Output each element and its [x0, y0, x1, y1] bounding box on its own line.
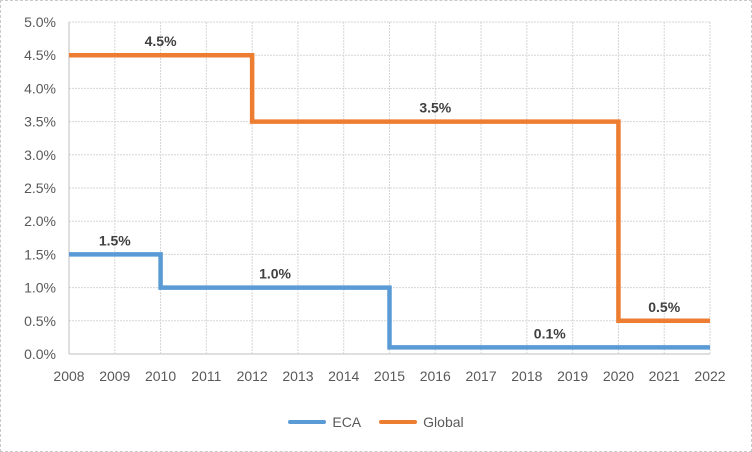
data-label: 0.1% [534, 325, 566, 341]
y-axis-tick-label: 4.0% [24, 80, 56, 96]
data-label: 4.5% [145, 33, 177, 49]
y-axis-tick-label: 5.0% [24, 14, 56, 30]
x-axis-tick-label: 2008 [53, 368, 84, 384]
chart-legend: ECA Global [1, 408, 751, 436]
legend-label: Global [423, 414, 464, 430]
data-label: 3.5% [419, 100, 451, 116]
y-axis-tick-label: 4.5% [24, 47, 56, 63]
data-label: 1.0% [259, 266, 291, 282]
x-axis-tick-label: 2021 [649, 368, 680, 384]
y-axis-tick-label: 2.5% [24, 180, 56, 196]
y-axis-tick-label: 1.5% [24, 246, 56, 262]
x-axis-tick-label: 2012 [237, 368, 268, 384]
x-axis-tick-label: 2009 [99, 368, 130, 384]
x-axis-tick-label: 2015 [374, 368, 405, 384]
x-axis-tick-label: 2019 [557, 368, 588, 384]
x-axis-tick-label: 2020 [603, 368, 634, 384]
legend-line-swatch [288, 419, 327, 425]
x-axis-tick-label: 2016 [420, 368, 451, 384]
legend-line-swatch [379, 419, 418, 425]
x-axis-tick-label: 2022 [694, 368, 725, 384]
series-line-global [69, 52, 710, 324]
y-axis-tick-label: 0.0% [24, 346, 56, 362]
x-axis-tick-label: 2018 [511, 368, 542, 384]
legend-item-global: Global [379, 414, 464, 430]
data-label: 0.5% [648, 299, 680, 315]
x-axis-tick-label: 2011 [191, 368, 221, 384]
y-axis-tick-label: 3.5% [24, 114, 56, 130]
x-axis-tick-label: 2017 [465, 368, 496, 384]
x-axis-tick-label: 2014 [328, 368, 359, 384]
x-axis-tick-label: 2013 [282, 368, 313, 384]
legend-item-eca: ECA [288, 414, 361, 430]
data-label: 1.5% [99, 232, 131, 248]
y-axis-tick-label: 1.0% [24, 280, 56, 296]
y-axis-tick-label: 2.0% [24, 213, 56, 229]
legend-label: ECA [332, 414, 362, 430]
series-line-eca [69, 252, 710, 350]
y-axis-tick-label: 0.5% [24, 313, 56, 329]
x-axis-tick-label: 2010 [145, 368, 176, 384]
y-axis-tick-label: 3.0% [24, 147, 56, 163]
